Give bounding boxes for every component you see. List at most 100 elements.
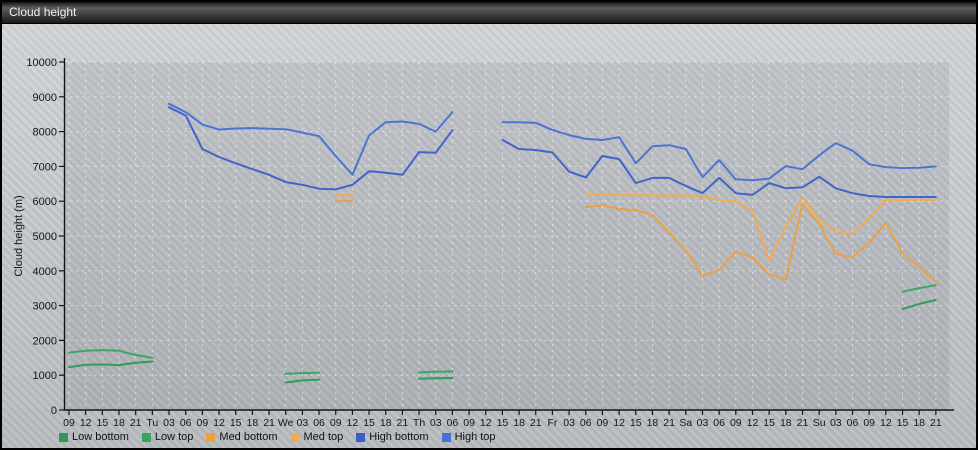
y-tick-label: 5000 — [33, 231, 57, 243]
x-tick-label: 09 — [197, 417, 209, 429]
x-tick-label: Su — [813, 417, 826, 429]
x-tick-label: 12 — [480, 417, 492, 429]
x-tick-label: 03 — [830, 417, 842, 429]
x-tick-label: 12 — [80, 417, 92, 429]
chart-canvas: 0 1000 2000 3000 4000 5000 6000 7000 8000 9000 100… — [13, 57, 954, 429]
x-tick-label: 09 — [597, 417, 609, 429]
x-tick-label: 06 — [580, 417, 592, 429]
x-tick-label: 15 — [497, 417, 509, 429]
x-tick-label: 15 — [763, 417, 775, 429]
x-tick-label: 03 — [697, 417, 709, 429]
x-tick-label: 18 — [780, 417, 792, 429]
legend-label: Low bottom — [72, 431, 129, 443]
cloud-height-chart: 0 1000 2000 3000 4000 5000 6000 7000 8000 9000 100… — [2, 24, 976, 448]
x-tick-label: 18 — [380, 417, 392, 429]
series-low-bottom-line — [418, 377, 454, 380]
y-tick-label: 4000 — [33, 266, 57, 278]
y-tick-label: 0 — [51, 405, 57, 417]
legend-swatch-med-bottom — [206, 432, 216, 442]
x-tick-label: 12 — [747, 417, 759, 429]
x-tick-label: 03 — [430, 417, 442, 429]
legend-label: Med bottom — [219, 431, 278, 443]
x-tick-label: 21 — [530, 417, 542, 429]
legend-swatch-low-top — [141, 432, 151, 442]
x-tick-label: 03 — [297, 417, 309, 429]
series-high-top-line — [168, 102, 454, 176]
legend-label: Low top — [154, 431, 194, 443]
plot-area — [64, 62, 949, 410]
legend-label: Med top — [303, 431, 344, 443]
x-tick-label: 06 — [447, 417, 459, 429]
legend-item-low-bottom: Low bottom — [59, 431, 129, 443]
x-tick-label: 03 — [163, 417, 175, 429]
x-tick-label: Fr — [547, 417, 557, 429]
x-tick-label: 09 — [63, 417, 75, 429]
series-low-bottom-line — [284, 378, 321, 384]
x-tick-label: 15 — [630, 417, 642, 429]
series-low-top-line — [901, 284, 937, 293]
x-tick-label: Sa — [679, 417, 692, 429]
x-tick-label: 12 — [613, 417, 625, 429]
series-high-bottom-line — [501, 139, 937, 198]
x-tick-label: 15 — [96, 417, 108, 429]
x-tick-label: 15 — [363, 417, 375, 429]
x-tick-label: 15 — [230, 417, 242, 429]
series-med-top-line — [584, 193, 937, 262]
series-high-bottom-line — [168, 106, 454, 191]
legend-item-high-bottom: High bottom — [356, 431, 429, 443]
x-tick-label: 06 — [847, 417, 859, 429]
legend-item-med-bottom: Med bottom — [206, 431, 278, 443]
y-tick-label: 7000 — [33, 161, 57, 173]
series-low-top-line — [284, 371, 321, 375]
legend-item-high-top: High top — [441, 431, 496, 443]
y-tick-label: 9000 — [33, 92, 57, 104]
x-tick-label: 09 — [330, 417, 342, 429]
x-tick-label: Th — [413, 417, 425, 429]
series-low-bottom-line — [68, 360, 154, 369]
legend-swatch-high-top — [441, 432, 451, 442]
x-tick-label: 21 — [397, 417, 409, 429]
y-tick-label: 1000 — [33, 370, 57, 382]
legend-item-med-top: Med top — [290, 431, 344, 443]
x-tick-label: 15 — [897, 417, 909, 429]
window-titlebar[interactable]: Cloud height — [2, 2, 976, 24]
legend-label: High bottom — [369, 431, 429, 443]
x-tick-label: 09 — [463, 417, 475, 429]
x-tick-label: 21 — [263, 417, 275, 429]
x-tick-label: 21 — [130, 417, 142, 429]
series-low-top-line — [68, 349, 154, 359]
series-med-bottom-line — [584, 203, 937, 283]
y-tick-label: 3000 — [33, 301, 57, 313]
legend-swatch-low-bottom — [59, 432, 68, 442]
x-tick-label: 12 — [213, 417, 225, 429]
x-tick-label: 18 — [913, 417, 925, 429]
y-tick-label: 8000 — [33, 127, 57, 139]
x-tick-label: 12 — [347, 417, 359, 429]
x-tick-label: 12 — [880, 417, 892, 429]
x-tick-label: 18 — [647, 417, 659, 429]
window-title: Cloud height — [9, 5, 77, 19]
y-axis-title: Cloud height (m) — [13, 195, 25, 276]
x-tick-label: 21 — [930, 417, 942, 429]
chart-legend: Low bottom Low top Med bottom Med top High b… — [59, 429, 496, 445]
x-tick-label: 18 — [113, 417, 125, 429]
x-tick-label: 09 — [863, 417, 875, 429]
x-tick-label: Tu — [146, 417, 158, 429]
x-tick-label: 03 — [563, 417, 575, 429]
y-tick-label: 10000 — [26, 57, 57, 69]
x-tick-label: 06 — [180, 417, 192, 429]
x-tick-label: 18 — [513, 417, 525, 429]
legend-swatch-med-top — [290, 432, 300, 442]
x-tick-label: 09 — [730, 417, 742, 429]
series-low-top-line — [418, 370, 454, 374]
x-tick-label: We — [278, 417, 294, 429]
y-tick-label: 6000 — [33, 196, 57, 208]
legend-item-low-top: Low top — [141, 431, 194, 443]
y-tick-label: 2000 — [33, 335, 57, 347]
legend-swatch-high-bottom — [356, 432, 366, 442]
x-tick-label: 21 — [663, 417, 675, 429]
x-tick-label: 06 — [713, 417, 725, 429]
series-high-top-line — [501, 121, 937, 182]
x-tick-label: 18 — [247, 417, 259, 429]
